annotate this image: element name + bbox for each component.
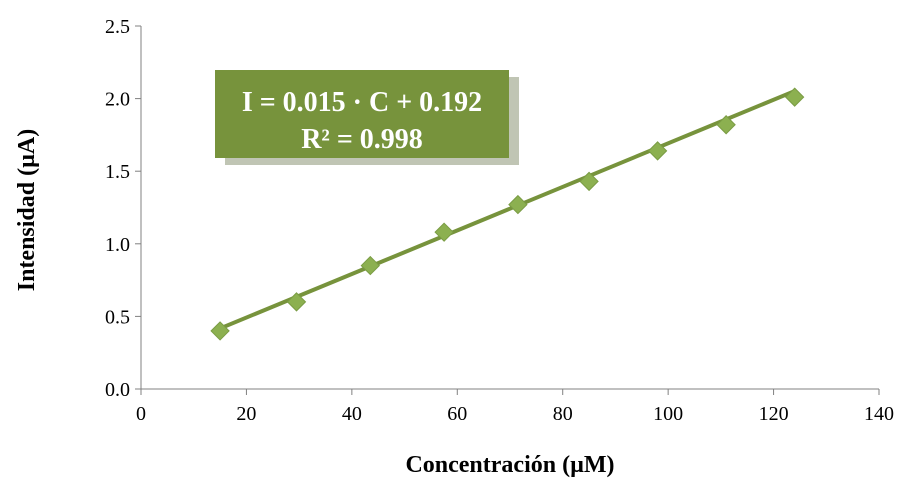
x-tick-label: 0 (136, 403, 146, 425)
y-axis-title: Intensidad (µA) (14, 129, 40, 292)
y-tick-label: 1.5 (105, 161, 130, 183)
data-point (716, 115, 736, 135)
y-tick-label: 0.0 (105, 379, 130, 401)
x-tick-label: 100 (653, 403, 683, 425)
x-tick-label: 40 (342, 403, 362, 425)
data-point (210, 321, 230, 341)
equation-box-background (215, 70, 509, 158)
data-point (508, 194, 528, 215)
x-tick-label: 80 (553, 403, 573, 425)
r-squared: R² = 0.998 (301, 124, 423, 155)
trendline (218, 89, 797, 331)
data-points (210, 87, 805, 341)
x-tick-label: 60 (447, 403, 467, 425)
data-point (647, 141, 668, 161)
y-tick-label: 2.0 (105, 89, 130, 111)
y-tick-label: 0.5 (105, 306, 130, 328)
regression-equation: I = 0.015 · C + 0.192 (242, 87, 482, 118)
data-point (286, 292, 307, 312)
x-tick-label: 140 (864, 403, 894, 425)
x-tick-label: 20 (236, 403, 256, 425)
data-point (784, 87, 805, 107)
data-point (579, 171, 599, 192)
data-point (434, 222, 454, 242)
data-point (360, 255, 381, 276)
x-axis-title: Concentración (µM) (405, 452, 614, 478)
equation-box: I = 0.015 · C + 0.192 R² = 0.998 (215, 70, 519, 165)
x-tick-label: 120 (759, 403, 789, 425)
tick-marks (135, 25, 880, 395)
x-tick-labels: 0 20 40 60 80 100 120 140 (136, 403, 894, 425)
y-tick-label: 2.5 (105, 16, 130, 38)
y-tick-label: 1.0 (105, 234, 130, 256)
y-tick-labels: 0.0 0.5 1.0 1.5 2.0 2.5 (105, 16, 130, 401)
